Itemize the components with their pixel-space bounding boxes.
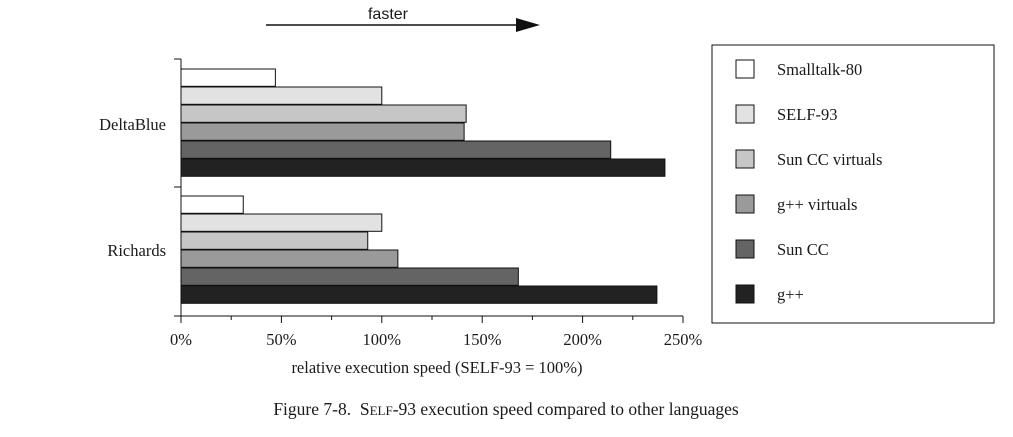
bar-deltablue-sun-cc-virtuals bbox=[180, 104, 467, 123]
bars-layer bbox=[174, 58, 666, 317]
x-tick-label: 150% bbox=[463, 330, 502, 349]
bar-richards-self-93 bbox=[180, 213, 383, 232]
bar-richards-sun-cc bbox=[180, 267, 519, 286]
x-axis-label: relative execution speed (SELF-93 = 100%… bbox=[291, 358, 582, 377]
legend-label-gpp: g++ bbox=[777, 285, 804, 304]
legend-label-gpp-virtuals: g++ virtuals bbox=[777, 195, 857, 214]
caption-self-initial: S bbox=[360, 399, 370, 419]
legend-swatch-sun-cc-virtuals bbox=[735, 149, 755, 169]
category-labels-layer: DeltaBlue Richards bbox=[99, 115, 166, 260]
x-tick-label: 0% bbox=[170, 330, 192, 349]
legend: Smalltalk-80 SELF-93 Sun CC virtuals g++ vi… bbox=[711, 44, 995, 324]
faster-arrow-head bbox=[516, 18, 540, 32]
x-tick-label: 250% bbox=[664, 330, 703, 349]
legend-swatch-gpp bbox=[735, 284, 755, 304]
x-tick-label: 200% bbox=[563, 330, 602, 349]
bar-deltablue-gpp bbox=[180, 158, 666, 177]
caption-suffix: -93 execution speed compared to other la… bbox=[393, 399, 739, 419]
bar-richards-gpp-virtuals bbox=[180, 249, 399, 268]
figure-caption: Figure 7-8. SELF-93 execution speed comp… bbox=[273, 399, 739, 419]
x-tick-label: 100% bbox=[363, 330, 402, 349]
bar-deltablue-smalltalk-80 bbox=[180, 68, 276, 87]
category-label-deltablue: DeltaBlue bbox=[99, 115, 166, 134]
bar-richards-gpp bbox=[180, 285, 658, 304]
bar-deltablue-gpp-virtuals bbox=[180, 122, 465, 141]
legend-label-smalltalk-80: Smalltalk-80 bbox=[777, 60, 862, 79]
legend-label-sun-cc-virtuals: Sun CC virtuals bbox=[777, 150, 882, 169]
category-label-richards: Richards bbox=[107, 241, 166, 260]
legend-swatch-sun-cc bbox=[735, 239, 755, 259]
x-tick-label: 50% bbox=[266, 330, 297, 349]
legend-frame bbox=[711, 44, 995, 324]
faster-annotation: faster bbox=[368, 6, 409, 23]
x-ticks-layer: 0% 50% 100% 150% 200% 250% bbox=[170, 316, 703, 349]
bar-deltablue-self-93 bbox=[180, 86, 383, 105]
legend-label-sun-cc: Sun CC bbox=[777, 240, 829, 259]
bar-deltablue-sun-cc bbox=[180, 140, 612, 159]
legend-swatch-gpp-virtuals bbox=[735, 194, 755, 214]
legend-swatch-self-93 bbox=[735, 104, 755, 124]
bar-richards-sun-cc-virtuals bbox=[180, 231, 369, 250]
legend-label-self-93: SELF-93 bbox=[777, 105, 838, 124]
caption-prefix: Figure 7-8. bbox=[273, 399, 360, 419]
bar-richards-smalltalk-80 bbox=[180, 195, 244, 214]
caption-self-smallcaps: ELF bbox=[370, 403, 393, 418]
legend-swatch-smalltalk-80 bbox=[735, 59, 755, 79]
